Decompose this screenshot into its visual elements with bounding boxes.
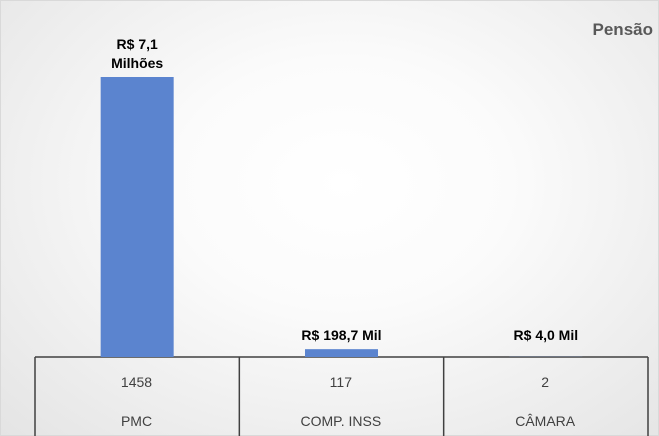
category-label: CÂMARA	[515, 413, 576, 429]
bar	[305, 349, 378, 357]
count-label: 2	[541, 374, 550, 390]
category-label: PMC	[120, 413, 153, 429]
count-label: 1458	[120, 374, 153, 390]
value-label: R$ 198,7 Mil	[301, 327, 382, 343]
value-label: R$ 7,1 Milhões	[111, 36, 164, 71]
category-label: COMP. INSS	[300, 413, 382, 429]
count-label: 117	[329, 374, 352, 390]
bar	[100, 77, 174, 357]
value-label: R$ 4,0 Mil	[513, 327, 579, 343]
chart-title: Pensão	[592, 20, 653, 39]
